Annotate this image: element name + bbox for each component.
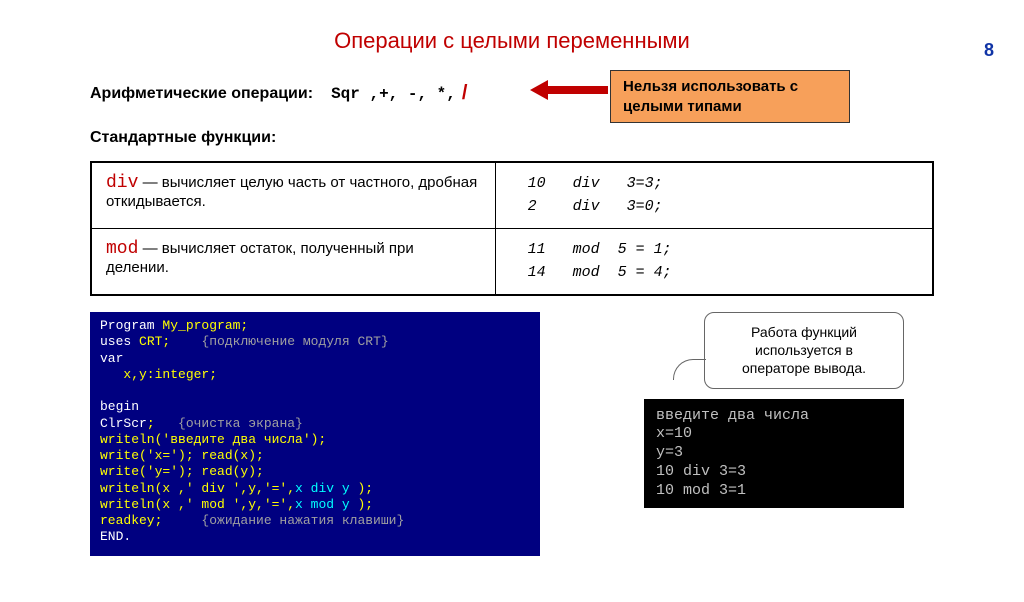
content-area: Арифметические операции: Sqr ,+, -, *, /…: [0, 82, 1024, 556]
code-kw: END.: [100, 529, 131, 544]
code-text: My_program;: [155, 318, 249, 333]
code-kw: ClrScr: [100, 416, 147, 431]
arith-slash: /: [462, 82, 468, 105]
mod-keyword: mod: [106, 239, 138, 259]
terminal-output: введите два числа x=10 y=3 10 div 3=3 10…: [644, 399, 904, 509]
code-text: ;: [147, 416, 178, 431]
speech-line: используется в: [755, 342, 853, 358]
arithmetic-line: Арифметические операции: Sqr ,+, -, *, /…: [90, 82, 934, 105]
code-comment: {ожидание нажатия клавиши}: [201, 513, 404, 528]
callout-box: Нельзя использовать с целыми типами: [610, 70, 850, 123]
code-kw: begin: [100, 399, 139, 414]
code-text: x,y:integer;: [100, 367, 217, 382]
code-text: write('y='); read(y);: [100, 464, 264, 479]
bottom-row: Program My_program; uses CRT; {подключен…: [90, 312, 934, 556]
page-title: Операции с целыми переменными: [0, 28, 1024, 54]
speech-bubble: Работа функций используется в операторе …: [704, 312, 904, 389]
functions-table: div — вычисляет целую часть от частного,…: [90, 161, 934, 296]
table-row: mod — вычисляет остаток, полученный при …: [91, 229, 933, 296]
div-desc-cell: div — вычисляет целую часть от частного,…: [91, 162, 495, 229]
div-code-cell: 10 div 3=3; 2 div 3=0;: [495, 162, 933, 229]
callout-line1: Нельзя использовать с: [623, 78, 798, 95]
code-text: CRT;: [131, 334, 201, 349]
code-highlight: x div y: [295, 481, 350, 496]
right-column: Работа функций используется в операторе …: [554, 312, 934, 508]
code-text: writeln(x ,' div ',y,'=',: [100, 481, 295, 496]
code-kw: var: [100, 351, 123, 366]
page-number: 8: [984, 40, 994, 61]
mod-code-cell: 11 mod 5 = 1; 14 mod 5 = 4;: [495, 229, 933, 296]
code-text: readkey;: [100, 513, 201, 528]
callout-arrow: [530, 80, 608, 100]
speech-line: операторе вывода.: [742, 360, 866, 376]
code-text: );: [350, 497, 373, 512]
code-text: write('x='); read(x);: [100, 448, 264, 463]
code-comment: {подключение модуля CRT}: [201, 334, 388, 349]
arith-label: Арифметические операции:: [90, 85, 313, 103]
mod-desc: — вычисляет остаток, полученный при деле…: [106, 240, 414, 276]
pascal-code-block: Program My_program; uses CRT; {подключен…: [90, 312, 540, 556]
code-text: writeln(x ,' mod ',y,'=',: [100, 497, 295, 512]
code-comment: {очистка экрана}: [178, 416, 303, 431]
div-desc: — вычисляет целую часть от частного, дро…: [106, 174, 477, 210]
speech-line: Работа функций: [751, 324, 857, 340]
code-highlight: x mod y: [295, 497, 350, 512]
code-text: );: [350, 481, 373, 496]
callout-line2: целыми типами: [623, 98, 742, 115]
arith-ops: Sqr ,+, -, *,: [331, 85, 456, 103]
std-func-label: Стандартные функции:: [90, 129, 934, 147]
mod-desc-cell: mod — вычисляет остаток, полученный при …: [91, 229, 495, 296]
arrow-stem: [548, 86, 608, 94]
arrow-head-icon: [530, 80, 548, 100]
div-keyword: div: [106, 173, 138, 193]
code-kw: Program: [100, 318, 155, 333]
code-text: writeln('введите два числа');: [100, 432, 326, 447]
code-kw: uses: [100, 334, 131, 349]
table-row: div — вычисляет целую часть от частного,…: [91, 162, 933, 229]
